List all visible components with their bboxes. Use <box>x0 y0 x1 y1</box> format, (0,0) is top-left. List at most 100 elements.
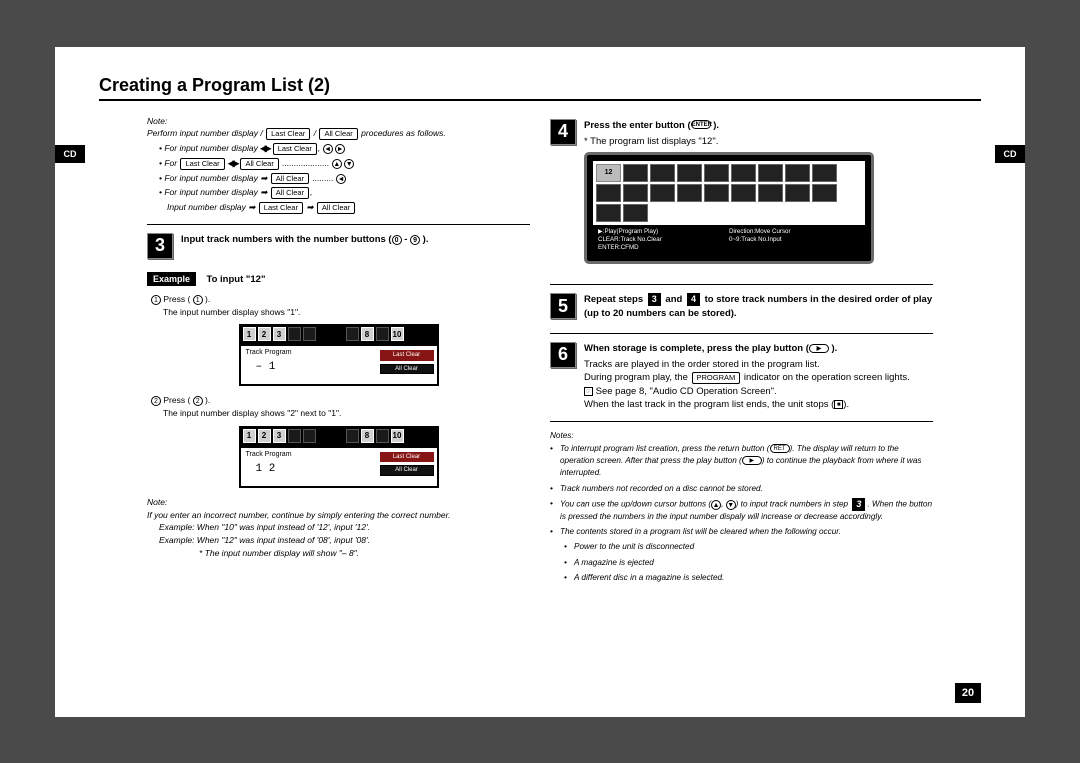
lcd-display-2: 1 2 3 8 10 Track Program <box>239 426 439 488</box>
grid-cell <box>623 184 648 202</box>
step-6: 6 When storage is complete, press the pl… <box>550 342 933 411</box>
note-line: If you enter an incorrect number, contin… <box>147 509 530 522</box>
enter-btn-icon: ENTER <box>691 120 711 129</box>
grid-cell <box>623 204 648 222</box>
step-ref-4-icon: 4 <box>687 293 700 306</box>
footer-line: 0~9:Track No.Input <box>729 236 860 244</box>
down-btn-icon: ▼ <box>726 500 736 510</box>
notes-subitem: A magazine is ejected <box>564 557 933 569</box>
grid-cell <box>785 164 810 182</box>
lcd-digit <box>376 327 389 341</box>
zero-btn-icon: 0 <box>392 235 402 245</box>
last-clear-label: Last Clear <box>266 128 310 140</box>
note-title: Note: <box>147 496 530 509</box>
lcd-digit <box>288 429 301 443</box>
left-btn-icon: ◄ <box>323 144 333 154</box>
lcd-label: Track Program <box>246 451 372 458</box>
bi-arrow-icon: ◀▶ <box>260 143 269 153</box>
up-btn-icon: ▲ <box>711 500 721 510</box>
step-ref-3-icon: 3 <box>648 293 661 306</box>
right-btn-icon: ► <box>335 144 345 154</box>
lcd-digit: 1 <box>243 327 256 341</box>
ref-icon: ☞ <box>584 387 593 396</box>
lcd-digit: 10 <box>391 327 404 341</box>
lcd-digit: 3 <box>273 429 286 443</box>
side-tab-cd-left: CD <box>55 145 85 163</box>
left-column: CD Note: Perform input number display / … <box>99 115 530 588</box>
grid-cell: 12 <box>596 164 621 182</box>
lcd-top: 1 2 3 8 10 <box>239 324 439 344</box>
separator <box>550 333 933 334</box>
two-btn-icon: 2 <box>193 396 203 406</box>
lcd-display-1: 1 2 3 8 10 Track Program <box>239 324 439 386</box>
grid-cell <box>677 164 702 182</box>
manual-page: Creating a Program List (2) CD Note: Per… <box>55 47 1025 717</box>
lcd-digit: 3 <box>273 327 286 341</box>
grid-cell <box>704 184 729 202</box>
step-5: 5 Repeat steps 3 and 4 to store track nu… <box>550 293 933 323</box>
step-5-heading: Repeat steps 3 and 4 to store track numb… <box>584 293 933 320</box>
step-number-5: 5 <box>550 293 576 319</box>
step-6-line-3: ☞ See page 8, "Audio CD Operation Screen… <box>584 385 933 398</box>
bullet-5: Input number display ➡ Last Clear ➡ All … <box>167 201 530 214</box>
step-3-heading: Input track numbers with the number butt… <box>181 233 530 246</box>
all-clear-label: All Clear <box>319 128 357 140</box>
bullet-4: • For input number display ➡ All Clear, <box>159 186 530 199</box>
side-tab-cd-right: CD <box>995 145 1025 163</box>
page-number: 20 <box>955 683 981 703</box>
grid-cell <box>704 164 729 182</box>
grid-cell <box>731 184 756 202</box>
bullet-2: • For Last Clear ◀▶ All Clear ..........… <box>159 157 530 170</box>
grid-cell <box>596 184 621 202</box>
note-title: Note: <box>147 115 530 128</box>
stop-btn-icon: ■ <box>834 400 843 409</box>
note-line: Example: When "10" was input instead of … <box>159 521 530 534</box>
lcd-last-clear-btn: Last Clear <box>380 350 434 361</box>
note-line: Example: When "12" was input instead of … <box>159 534 530 547</box>
example-label: Example <box>147 272 196 286</box>
step-6-line-2: During program play, the PROGRAM indicat… <box>584 371 933 384</box>
footer-line: ENTER:CFMD <box>598 244 729 252</box>
note-line: * The input number display will show "– … <box>199 547 530 560</box>
right-column: CD 4 Press the enter button (ENTER ). * … <box>550 115 981 588</box>
circled-1-icon: 1 <box>151 295 161 305</box>
note-block-1: Note: Perform input number display / Las… <box>147 115 530 214</box>
step-3-content: Input track numbers with the number butt… <box>181 233 530 259</box>
bullet-3: • For input number display ➡ All Clear .… <box>159 172 530 185</box>
lcd-value: – 1 <box>256 361 372 373</box>
notes-title: Notes: <box>550 430 933 442</box>
left-btn-icon: ◄ <box>336 174 346 184</box>
down-btn-icon: ▼ <box>344 159 354 169</box>
grid-cell <box>758 164 783 182</box>
lcd-digit: 2 <box>258 327 271 341</box>
step-4-line: * The program list displays "12". <box>584 135 933 148</box>
step-ref-3-icon: 3 <box>852 498 865 511</box>
example-text: To input "12" <box>206 274 265 285</box>
grid-cell <box>650 184 675 202</box>
lcd-digit <box>346 327 359 341</box>
play-btn-icon: ▶ <box>809 344 829 353</box>
lcd-label: Track Program <box>246 349 372 356</box>
notes-section: Notes: To interrupt program list creatio… <box>550 430 933 584</box>
lcd-digit: 8 <box>361 429 374 443</box>
two-column-layout: CD Note: Perform input number display / … <box>99 115 981 588</box>
lcd-value: 1 2 <box>256 463 372 475</box>
circled-2-icon: 2 <box>151 396 161 406</box>
footer-line: Direction:Move Cursor <box>729 228 860 236</box>
grid-cell <box>677 184 702 202</box>
bullet-1: • For input number display ◀▶ Last Clear… <box>159 142 530 155</box>
separator <box>550 284 933 285</box>
grid-cell <box>650 164 675 182</box>
nine-btn-icon: 9 <box>410 235 420 245</box>
step-6-heading: When storage is complete, press the play… <box>584 342 933 355</box>
page-title: Creating a Program List (2) <box>99 75 981 101</box>
lcd-all-clear-btn: All Clear <box>380 465 434 476</box>
lcd-digit <box>303 429 316 443</box>
grid-cell <box>758 184 783 202</box>
lcd-last-clear-btn: Last Clear <box>380 452 434 463</box>
grid-cell <box>812 184 837 202</box>
one-btn-icon: 1 <box>193 295 203 305</box>
notes-subitem: Power to the unit is disconnected <box>564 541 933 553</box>
footer-line: ▶:Play(Program Play) <box>598 228 729 236</box>
separator <box>147 224 530 225</box>
